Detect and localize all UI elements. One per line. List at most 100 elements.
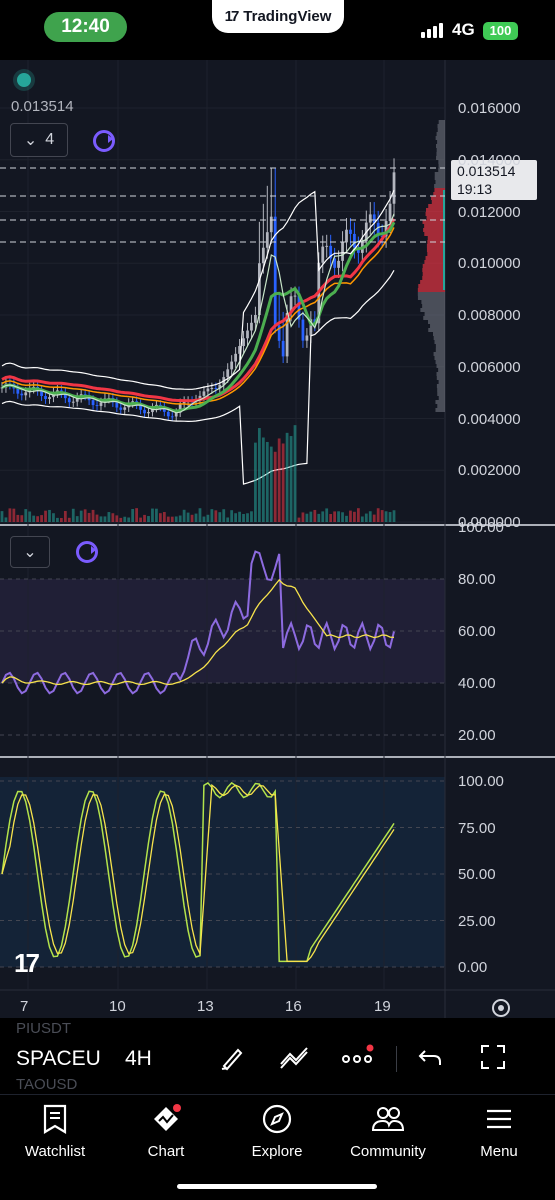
volume-bar (238, 512, 241, 522)
volume-profile-bar (439, 396, 445, 400)
sync-icon[interactable] (93, 130, 115, 152)
tab-watchlist-label: Watchlist (0, 1143, 110, 1160)
volume-bar (72, 509, 75, 522)
volume-bar (333, 511, 336, 522)
volume-bar (119, 518, 122, 522)
volume-bar (270, 447, 273, 522)
volume-bar (115, 515, 118, 522)
bookmark-icon (0, 1103, 110, 1135)
volume-bar (100, 516, 103, 522)
stoch-axis-label: 25.00 (458, 913, 496, 930)
volume-profile-bar (428, 204, 445, 208)
volume-profile-bar (426, 208, 445, 212)
tab-community[interactable]: Community (333, 1103, 443, 1167)
volume-bar (48, 510, 51, 522)
volume-bar (24, 509, 27, 522)
volume-profile-bar (436, 144, 445, 148)
volume-profile-bar (426, 256, 445, 260)
volume-profile-bar (439, 120, 445, 124)
fullscreen-icon[interactable] (476, 1042, 510, 1076)
volume-profile-bar (435, 172, 445, 176)
bollinger-lower (2, 270, 394, 484)
volume-bar (44, 511, 47, 522)
volume-bar (36, 516, 39, 522)
volume-bar (111, 513, 114, 522)
stoch-axis-label: 50.00 (458, 866, 496, 883)
chevron-down-icon: ⌄ (24, 130, 37, 150)
volume-profile-bar (423, 220, 445, 224)
status-time[interactable]: 12:40 (44, 12, 127, 42)
candle-body (203, 391, 206, 395)
candle-body (68, 398, 71, 402)
tab-chart-label: Chart (111, 1143, 221, 1160)
tab-menu[interactable]: Menu (444, 1103, 554, 1167)
chart-area[interactable]: 0.013514 ⌄ 4 ⌄ 0.013514 19:13 0.016000 0.… (0, 60, 555, 1020)
volume-bar (203, 517, 206, 522)
volume-bar (108, 512, 111, 522)
volume-bar (191, 515, 194, 522)
tab-watchlist[interactable]: Watchlist (0, 1103, 110, 1167)
tab-explore[interactable]: Explore (222, 1103, 332, 1167)
volume-bar (302, 512, 305, 522)
network-type: 4G (452, 20, 475, 40)
volume-bar (1, 511, 4, 522)
volume-profile-bar (435, 176, 445, 180)
more-icon[interactable] (340, 1042, 374, 1076)
candle-body (325, 246, 328, 247)
volume-bar (56, 518, 59, 522)
volume-bar (163, 512, 166, 522)
volume-bar (80, 511, 83, 522)
volume-profile-bar (436, 360, 445, 364)
volume-bar (143, 515, 146, 522)
undo-icon[interactable] (414, 1042, 448, 1076)
rsi-sync-icon[interactable] (76, 541, 98, 563)
price-axis-label: 0.008000 (458, 307, 521, 324)
volume-profile-bar (437, 132, 445, 136)
candle-body (20, 394, 23, 396)
time-axis-label: 19 (374, 998, 391, 1015)
legend-last-price: 0.013514 (11, 98, 74, 115)
candle-body (44, 396, 47, 399)
interval-button[interactable]: 4H (125, 1047, 152, 1071)
volume-bar (195, 514, 198, 522)
candle-body (369, 214, 372, 222)
rsi-collapse-button[interactable]: ⌄ (10, 536, 50, 568)
tab-chart[interactable]: Chart (111, 1103, 221, 1167)
volume-profile-bar (436, 348, 445, 352)
volume-profile-bar (437, 404, 445, 408)
tradingview-badge[interactable]: 17 TradingView (212, 0, 344, 33)
volume-profile-bar (426, 212, 445, 216)
volume-profile-bar (418, 296, 445, 300)
volume-profile-bar (435, 356, 445, 360)
time-axis-label: 13 (197, 998, 214, 1015)
trend-line-icon[interactable] (277, 1042, 311, 1076)
volume-bar (341, 512, 344, 522)
brush-icon[interactable] (216, 1042, 250, 1076)
compass-icon (222, 1103, 332, 1135)
volume-bar (361, 516, 364, 522)
volume-bar (349, 511, 352, 522)
volume-bar (9, 508, 12, 522)
volume-bar (147, 516, 150, 522)
indicator-count: 4 (45, 131, 54, 149)
hamburger-icon (444, 1103, 554, 1135)
indicators-toggle-button[interactable]: ⌄ 4 (10, 123, 68, 157)
volume-profile-bar (436, 156, 445, 160)
volume-profile-bar (439, 164, 445, 168)
volume-bar (254, 443, 257, 522)
candle-body (242, 338, 245, 346)
candle-body (171, 416, 174, 417)
candle-body (337, 261, 340, 268)
volume-profile-bar (434, 184, 445, 188)
volume-bar (92, 510, 95, 522)
symbol-button[interactable]: SPACEU (16, 1047, 101, 1071)
volume-profile-bar (427, 216, 445, 220)
volume-bar (88, 513, 91, 522)
volume-bar (135, 508, 138, 522)
tab-menu-label: Menu (444, 1143, 554, 1160)
candle-body (262, 248, 265, 264)
volume-profile-bar (425, 312, 445, 316)
volume-bar (309, 512, 312, 522)
volume-bar (159, 513, 162, 522)
volume-profile-bar (436, 152, 445, 156)
